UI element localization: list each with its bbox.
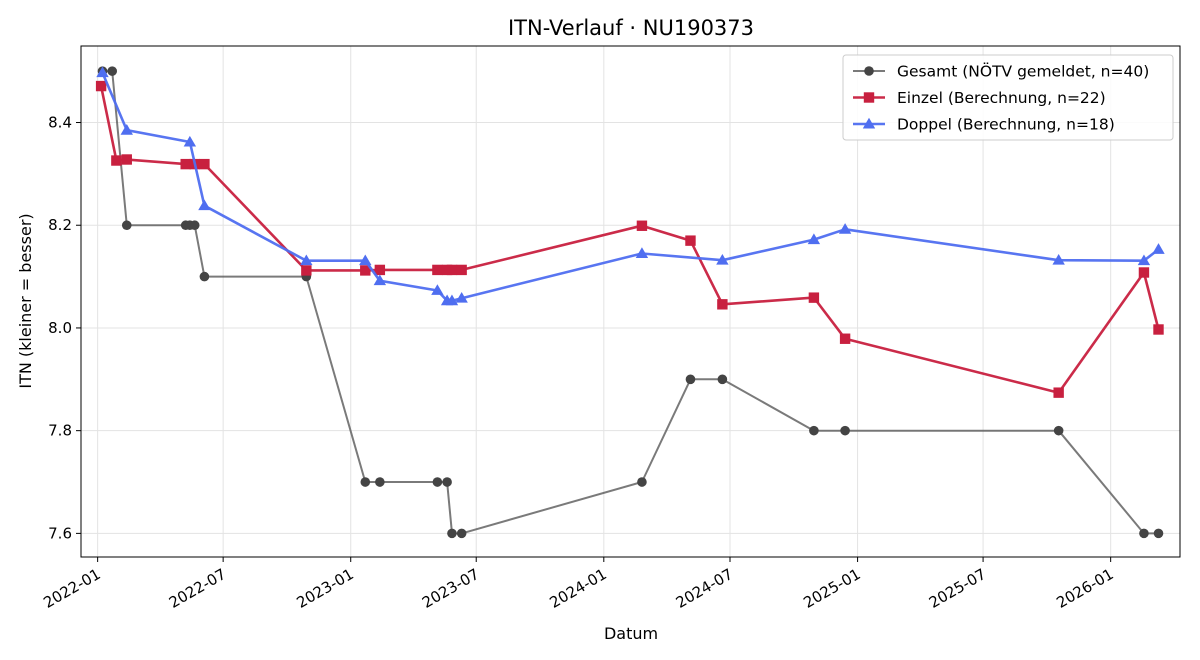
data-point-gesamt <box>1139 528 1149 539</box>
plot-frame <box>80 45 1181 558</box>
data-point-einzel <box>717 299 728 310</box>
data-point-gesamt <box>189 220 200 231</box>
data-point-doppel <box>198 199 211 211</box>
y-tick-label: 7.8 <box>48 422 72 440</box>
legend-item-doppel: Doppel (Berechnung, n=18) <box>853 116 1115 134</box>
data-point-gesamt <box>1153 528 1164 539</box>
y-tick-label: 8.0 <box>48 319 72 337</box>
legend-label: Doppel (Berechnung, n=18) <box>897 116 1115 134</box>
y-tick-label: 8.4 <box>48 114 72 132</box>
data-point-einzel <box>636 220 648 231</box>
data-point-doppel <box>455 291 468 303</box>
data-point-gesamt <box>456 528 467 539</box>
data-point-doppel <box>838 223 852 234</box>
data-point-einzel <box>808 292 820 303</box>
data-point-einzel <box>374 264 386 276</box>
data-point-gesamt <box>107 66 118 76</box>
data-point-doppel <box>183 135 197 147</box>
chart-title: ITN-Verlauf · NU190373 <box>508 16 754 40</box>
data-point-gesamt <box>1053 425 1064 436</box>
data-point-gesamt <box>432 477 443 487</box>
data-point-einzel <box>839 333 851 344</box>
legend-label: Gesamt (NÖTV gemeldet, n=40) <box>897 62 1149 81</box>
data-point-einzel <box>456 264 467 276</box>
data-point-einzel <box>199 158 210 170</box>
data-point-einzel <box>301 265 312 276</box>
data-point-gesamt <box>840 425 850 436</box>
legend-marker <box>864 66 874 76</box>
data-point-einzel <box>1153 324 1164 335</box>
y-tick-label: 7.6 <box>48 524 72 542</box>
data-point-einzel <box>360 265 371 276</box>
data-point-einzel <box>1138 267 1150 278</box>
legend: Gesamt (NÖTV gemeldet, n=40) Einzel (Bere… <box>842 54 1174 141</box>
plot-series <box>95 66 1165 539</box>
legend-label: Einzel (Berechnung, n=22) <box>897 89 1106 107</box>
data-point-gesamt <box>637 477 647 487</box>
y-tick-label: 8.2 <box>48 216 72 234</box>
data-point-doppel <box>1052 253 1065 265</box>
legend-item-einzel: Einzel (Berechnung, n=22) <box>853 89 1106 107</box>
data-point-einzel <box>432 264 443 276</box>
data-point-gesamt <box>121 220 132 231</box>
data-point-doppel <box>359 254 372 266</box>
data-point-gesamt <box>442 477 452 487</box>
data-point-gesamt <box>360 477 371 487</box>
data-point-gesamt <box>447 528 457 539</box>
legend-item-gesamt: Gesamt (NÖTV gemeldet, n=40) <box>853 62 1149 81</box>
data-point-einzel <box>95 80 107 92</box>
series-doppel <box>96 66 1165 306</box>
series-gesamt <box>97 66 1164 539</box>
data-point-einzel <box>180 158 191 170</box>
x-axis-label: Datum <box>604 624 658 643</box>
data-point-doppel <box>96 66 109 78</box>
data-point-doppel <box>431 284 444 295</box>
data-point-doppel <box>445 294 459 306</box>
data-point-doppel <box>373 274 387 286</box>
data-point-gesamt <box>717 374 728 385</box>
legend-box <box>842 54 1174 141</box>
legend-marker <box>863 92 875 103</box>
data-point-doppel <box>635 247 649 258</box>
data-point-doppel <box>716 253 729 265</box>
data-point-gesamt <box>375 477 385 487</box>
data-point-gesamt <box>809 425 819 436</box>
data-point-doppel <box>120 124 133 135</box>
data-point-einzel <box>121 154 132 165</box>
data-point-doppel <box>300 254 313 266</box>
y-axis-label: ITN (kleiner = besser) <box>16 213 35 388</box>
data-point-einzel <box>1053 387 1064 398</box>
data-point-gesamt <box>199 271 210 282</box>
legend-marker <box>862 117 876 129</box>
series-einzel <box>95 80 1164 398</box>
data-point-gesamt <box>685 374 696 385</box>
data-point-einzel <box>446 264 458 276</box>
data-point-einzel <box>685 235 696 246</box>
data-point-doppel <box>807 233 821 245</box>
data-point-einzel <box>111 155 122 166</box>
data-point-doppel <box>1152 243 1165 254</box>
data-point-doppel <box>1137 254 1151 266</box>
